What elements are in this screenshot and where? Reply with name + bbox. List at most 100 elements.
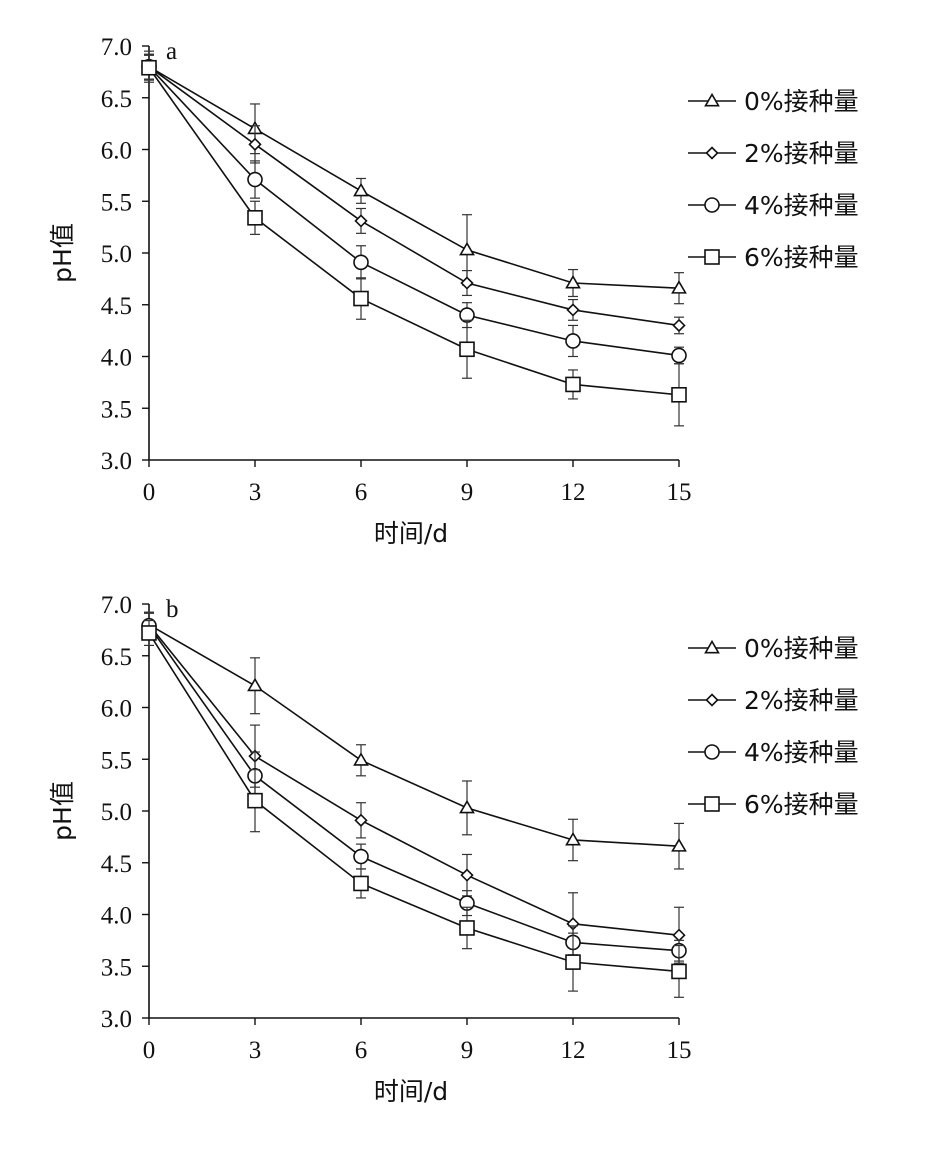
legend-marker: [705, 693, 719, 707]
y-tick-label: 3.0: [101, 1006, 132, 1033]
data-point: [460, 868, 474, 882]
y-tick-label: 5.0: [101, 799, 132, 826]
data-point: [247, 677, 263, 692]
y-tick-label: 6.5: [101, 644, 132, 671]
y-tick-label: 6.0: [101, 696, 132, 723]
data-point: [671, 386, 687, 403]
series-circle: [141, 53, 687, 365]
series-circle: [141, 612, 687, 962]
series-line: [148, 66, 680, 327]
data-point: [141, 625, 157, 641]
data-point: [565, 831, 581, 846]
series-line: [148, 632, 680, 973]
x-tick-label: 15: [667, 1037, 692, 1064]
data-point: [353, 290, 369, 307]
y-tick-label: 4.0: [101, 903, 132, 930]
y-tick-label: 5.5: [101, 189, 132, 216]
data-point: [354, 214, 368, 228]
data-point: [565, 954, 581, 970]
legend-marker: [704, 249, 720, 265]
data-point: [672, 318, 686, 333]
series-line: [148, 66, 680, 289]
data-point: [353, 848, 369, 865]
legend-marker: [704, 744, 720, 760]
y-tick-label: 6.5: [101, 86, 132, 113]
series-line: [148, 624, 680, 936]
legend-marker: [705, 146, 719, 160]
data-point: [248, 137, 262, 151]
data-point: [671, 347, 687, 364]
legend-marker: [704, 639, 720, 654]
legend-label: 2%接种量: [744, 686, 859, 715]
x-tick-label: 0: [143, 1037, 156, 1064]
data-point: [353, 182, 369, 197]
data-point: [459, 920, 475, 936]
data-point: [141, 59, 157, 76]
series-triangle: [141, 50, 687, 305]
data-point: [353, 254, 369, 271]
y-tick-label: 7.0: [101, 592, 132, 619]
data-point: [671, 838, 687, 852]
x-tick-label: 3: [249, 479, 262, 506]
series-square: [141, 619, 687, 998]
data-point: [565, 376, 581, 393]
x-tick-label: 9: [461, 479, 474, 506]
legend-item: 2%接种量: [688, 686, 859, 715]
data-point: [460, 276, 474, 290]
data-point: [565, 274, 581, 289]
data-point: [353, 752, 369, 766]
series-square: [141, 54, 687, 427]
legend-item: 2%接种量: [688, 139, 859, 168]
series-diamond: [142, 53, 686, 335]
legend-label: 2%接种量: [744, 139, 859, 168]
data-point: [247, 210, 263, 226]
legend-label: 4%接种量: [744, 738, 859, 767]
y-tick-label: 4.5: [101, 851, 132, 878]
data-point: [247, 171, 263, 188]
y-tick-label: 7.0: [101, 34, 132, 61]
data-point: [671, 963, 687, 980]
data-point: [247, 792, 263, 809]
series-line: [148, 66, 680, 357]
y-tick-label: 6.0: [101, 138, 132, 165]
data-point: [672, 928, 686, 942]
x-tick-label: 9: [461, 1037, 474, 1064]
panel-label: a: [166, 38, 177, 65]
legend-item: 4%接种量: [688, 191, 859, 220]
chart-panel-b: 3.0 3.5 4.0 4.5 5.0 5.5 6.0 6.5 7.0 0 3 6 9 12 15 时间/d p…: [48, 592, 859, 1106]
legend-item: 6%接种量: [688, 243, 859, 272]
y-tick-label: 3.5: [101, 396, 132, 423]
y-tick-label: 4.5: [101, 293, 132, 320]
x-tick-label: 12: [561, 479, 586, 506]
series-diamond: [142, 611, 686, 964]
legend-label: 0%接种量: [744, 87, 859, 116]
legend-marker: [704, 796, 720, 812]
x-tick-label: 15: [667, 479, 692, 506]
data-point: [565, 333, 581, 349]
data-point: [671, 280, 687, 294]
series-line: [148, 625, 680, 952]
x-tick-label: 6: [355, 1037, 368, 1064]
y-axis-label: pH值: [48, 223, 77, 283]
x-tick-label: 3: [249, 1037, 262, 1064]
legend-item: 0%接种量: [688, 87, 859, 116]
legend-marker: [704, 197, 720, 213]
x-axis-label: 时间/d: [374, 1077, 448, 1106]
legend-marker: [704, 92, 720, 107]
data-point: [566, 303, 580, 317]
legend-item: 4%接种量: [688, 738, 859, 767]
series-line: [148, 624, 680, 847]
data-point: [353, 875, 369, 892]
data-point: [459, 241, 475, 256]
legend-label: 4%接种量: [744, 191, 859, 220]
y-tick-label: 3.5: [101, 954, 132, 981]
x-tick-label: 6: [355, 479, 368, 506]
y-tick-label: 5.5: [101, 747, 132, 774]
legend-label: 0%接种量: [744, 634, 859, 663]
series-triangle: [141, 611, 687, 870]
y-tick-label: 5.0: [101, 241, 132, 268]
data-point: [459, 799, 475, 814]
x-tick-label: 12: [561, 1037, 586, 1064]
legend-label: 6%接种量: [744, 243, 859, 272]
